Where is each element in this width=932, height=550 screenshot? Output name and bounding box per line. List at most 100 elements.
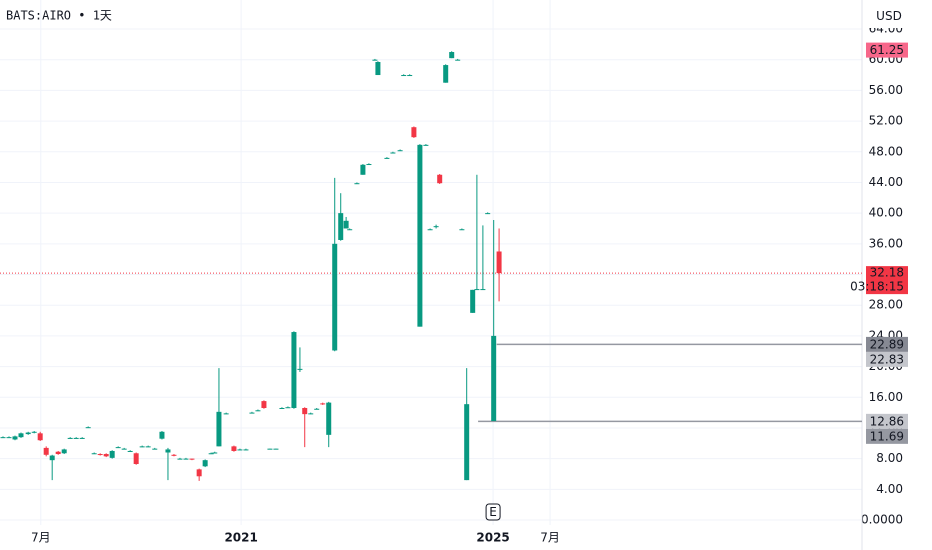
candle-body [338, 213, 344, 240]
price-label: 22.89 [870, 337, 904, 351]
candle-body [384, 157, 390, 159]
candle-body [55, 451, 61, 455]
candle-body [208, 453, 214, 455]
candle-body [189, 458, 195, 460]
candle-body [159, 431, 165, 439]
candle-body [320, 403, 326, 405]
candle-body [433, 226, 439, 228]
candle-body [464, 404, 470, 481]
candle-body [480, 289, 486, 291]
candle-body [267, 448, 273, 450]
candle-body [115, 447, 121, 449]
candle-body [411, 127, 417, 138]
price-label: 61.25 [870, 43, 904, 57]
price-label-box [866, 428, 908, 444]
candle-body [291, 332, 297, 409]
y-tick-label: 56.00 [869, 83, 903, 97]
candle-body [237, 449, 243, 451]
y-tick-label: 8.00 [876, 451, 903, 465]
candle-body [308, 413, 314, 415]
candle-body [231, 446, 237, 451]
candle-body [491, 335, 497, 422]
price-label: 12.86 [870, 414, 904, 428]
y-tick-label: 48.00 [869, 144, 903, 158]
candle-body [202, 460, 208, 467]
last-price-label: 32.18 [870, 266, 904, 280]
candle-body [255, 410, 261, 412]
candle-body [61, 449, 67, 454]
price-label-box [866, 336, 908, 352]
candle-body [360, 164, 366, 175]
y-tick-label: 28.00 [869, 298, 903, 312]
chart-title: BATS:AIRO • 1天 [6, 9, 112, 23]
candle-body [31, 431, 37, 433]
y-tick-label: 44.00 [869, 175, 903, 189]
candle-body [285, 407, 291, 409]
candle-body [145, 446, 151, 448]
candle-body [97, 454, 103, 456]
candle-body [109, 450, 115, 458]
candle-body [343, 220, 349, 229]
candle-body [91, 453, 97, 455]
candle-body [437, 174, 443, 184]
event-label: E [489, 505, 497, 519]
candle-body [449, 52, 455, 59]
candle-body [12, 436, 18, 440]
candle-body [417, 144, 423, 327]
candle-body [37, 433, 43, 441]
y-tick-label: 52.00 [869, 114, 903, 128]
candle-body [443, 65, 449, 83]
candle-body [423, 144, 429, 146]
candle-body [427, 229, 433, 231]
candle-body [297, 368, 303, 370]
candle-body [485, 213, 491, 215]
candle-body [347, 229, 353, 231]
countdown-label: 03:18:15 [850, 280, 904, 294]
candle-body [375, 61, 381, 76]
candle-body [326, 402, 332, 435]
candle-body [366, 164, 372, 166]
y-tick-label: 40.00 [869, 206, 903, 220]
price-label-box [866, 413, 908, 429]
candle-body [85, 427, 91, 429]
y-tick-label: 4.00 [876, 482, 903, 496]
candle-body [212, 452, 218, 454]
candle-body [407, 75, 413, 77]
candle-body [139, 446, 145, 448]
price-label-box [866, 351, 908, 367]
candle-body [474, 289, 480, 291]
candle-body [314, 408, 320, 410]
x-tick-label: 7月 [540, 531, 560, 545]
price-label: 11.69 [870, 429, 904, 443]
x-tick-label: 2025 [476, 531, 509, 545]
candle-body [249, 412, 255, 414]
candle-body [397, 150, 403, 152]
candle-body [196, 469, 202, 477]
candle-body [332, 243, 338, 351]
event-marker [485, 503, 501, 521]
candle-body [243, 449, 249, 451]
currency-button[interactable]: USD [866, 4, 912, 28]
candle-body [67, 437, 73, 439]
y-tick-label: 36.00 [869, 236, 903, 250]
candle-body [43, 447, 49, 455]
candle-body [103, 454, 109, 457]
price-label-box [866, 42, 908, 58]
candle-body [390, 152, 396, 154]
candle-body [401, 75, 407, 77]
candle-body [177, 458, 183, 460]
candle-body [372, 59, 378, 61]
candle-body [302, 408, 308, 415]
price-label: 22.83 [870, 352, 904, 366]
x-tick-label: 2021 [224, 531, 257, 545]
x-tick-label: 7月 [31, 531, 51, 545]
candle-body [79, 437, 85, 439]
y-tick-label: 0.0000 [861, 513, 903, 527]
candle-body [6, 437, 12, 439]
candle-body [496, 251, 502, 274]
candle-body [183, 458, 189, 460]
candle-body [73, 437, 79, 439]
candle-body [121, 448, 127, 450]
candle-body [165, 449, 171, 453]
